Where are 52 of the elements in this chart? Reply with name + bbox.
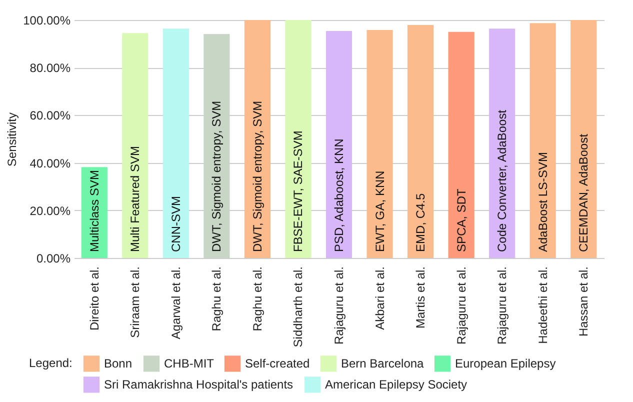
- bar: [489, 28, 516, 258]
- x-tick-label: Agarwal et al.: [168, 266, 183, 340]
- x-tick-label: Hadeethi et al.: [536, 266, 550, 344]
- x-tick-label: Rajaguru et al.: [454, 266, 468, 345]
- x-tick-label: Raghu et al.: [250, 266, 264, 332]
- bar: [285, 20, 312, 258]
- annotation: EMD, C4.5: [414, 192, 428, 252]
- annotation: AdaBoost LS-SVM: [536, 152, 550, 252]
- legend-label: Sri Ramakrishna Hospital's patients: [104, 378, 294, 392]
- annotation: DWT, Sigmoid entropy, SVM: [210, 100, 224, 252]
- annotation: CEEMDAN, AdaBoost: [576, 133, 591, 252]
- annotation: PSD, Adaboost, KNN: [332, 138, 346, 252]
- annotation: Code Converter, AdaBoost: [495, 109, 510, 252]
- bar: [162, 28, 189, 258]
- x-tick-label: Martis et al.: [414, 266, 428, 329]
- legend-label: Self-created: [245, 356, 310, 371]
- y-tick-label: 100.00%: [23, 14, 71, 28]
- legend-label: American Epilepsy Society: [325, 378, 468, 392]
- y-tick-label: 80.00%: [30, 61, 71, 76]
- x-tick-label: Rajaguru et al.: [495, 266, 510, 345]
- x-tick-label: Sriraam et al.: [128, 266, 142, 338]
- annotation: SPCA, SDT: [454, 188, 468, 252]
- annotation: Multi Featured SVM: [128, 146, 142, 252]
- legend-label: Bonn: [104, 356, 132, 371]
- annotation: FBSE-EWT, SAE-SVM: [291, 130, 306, 252]
- x-tick-label: Rajaguru et al.: [332, 266, 346, 345]
- x-tick-label: Siddharth et al.: [291, 266, 306, 348]
- y-tick-label: 0.00%: [36, 252, 71, 266]
- annotation: Multiclass SVM: [87, 170, 102, 252]
- legend-title: Legend:: [29, 356, 72, 370]
- x-tick-label: Direito et al.: [87, 266, 102, 331]
- legend-label: CHB-MIT: [164, 356, 215, 371]
- y-tick-label: 20.00%: [30, 204, 71, 218]
- x-tick-label: Hassan et al.: [576, 266, 591, 337]
- bar: [366, 30, 393, 258]
- y-tick-label: 60.00%: [30, 108, 71, 123]
- x-tick-label: Akbari et al.: [372, 266, 387, 330]
- x-tick-label: Raghu et al.: [210, 266, 224, 332]
- annotation: CNN-SVM: [168, 196, 183, 252]
- bar: [530, 23, 556, 258]
- bar: [326, 30, 352, 258]
- y-axis-title: Sensitivity: [5, 112, 20, 167]
- legend-label: European Epilepsy: [455, 356, 556, 371]
- annotation: DWT, Sigmoid entropy, SVM: [250, 100, 264, 252]
- bar: [407, 25, 434, 258]
- bar: [122, 33, 148, 258]
- annotation: EWT, GA, KNN: [372, 170, 387, 252]
- bar: [448, 32, 474, 258]
- bar: [244, 20, 271, 258]
- legend-label: Bern Barcelona: [341, 356, 424, 371]
- y-tick-label: 40.00%: [30, 156, 71, 170]
- bar: [570, 20, 597, 258]
